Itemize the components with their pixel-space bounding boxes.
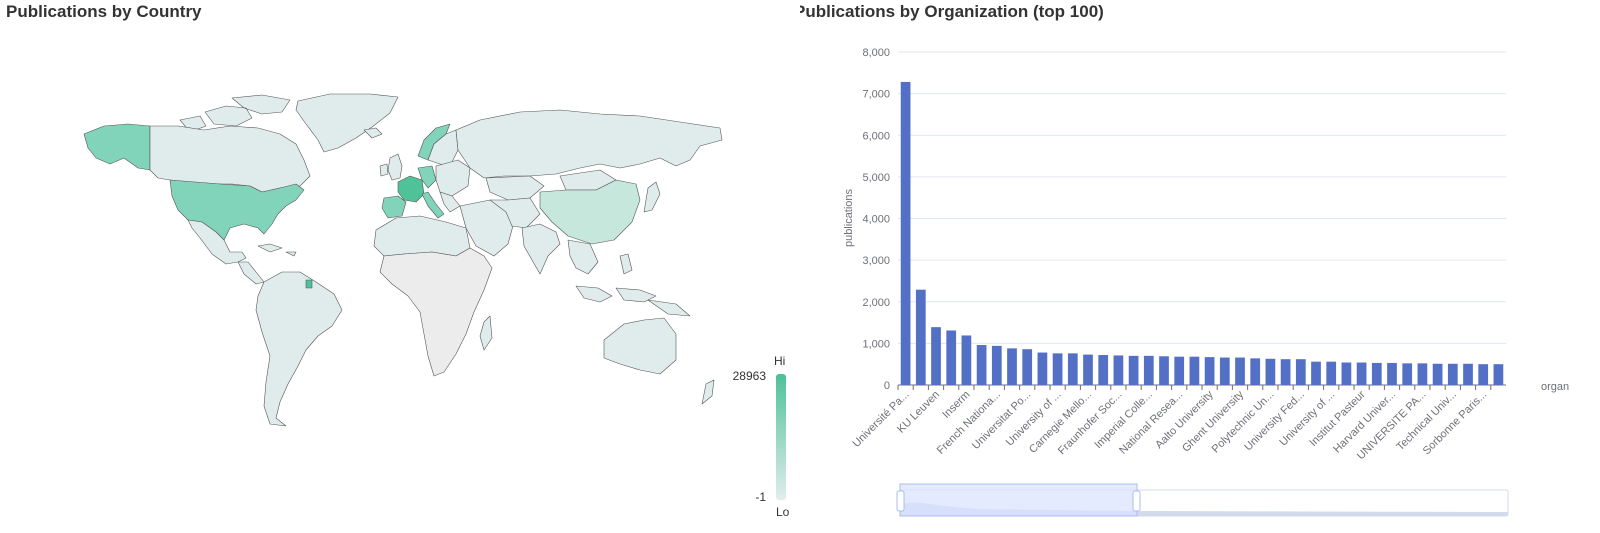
- organization-chart-panel: Publications by Organization (top 100) 0…: [800, 0, 1600, 533]
- bar[interactable]: [1493, 364, 1504, 385]
- bar[interactable]: [1143, 355, 1154, 385]
- y-axis-title: publications: [843, 188, 855, 247]
- y-tick-label: 4,000: [862, 214, 890, 226]
- bar[interactable]: [1113, 355, 1124, 385]
- bar[interactable]: [1052, 353, 1063, 385]
- southeast-asia: [567, 239, 599, 275]
- bar[interactable]: [1478, 364, 1489, 385]
- iran-afghanistan: [489, 197, 541, 229]
- bar[interactable]: [1280, 359, 1291, 385]
- greenland: [295, 93, 399, 153]
- bar[interactable]: [1341, 362, 1352, 385]
- spain: [381, 195, 407, 219]
- bar[interactable]: [1432, 363, 1443, 385]
- y-tick-label: 3,000: [862, 255, 890, 267]
- italy: [421, 191, 445, 219]
- germany: [417, 165, 437, 189]
- north-africa: [373, 215, 471, 257]
- data-zoom-window[interactable]: [899, 483, 1138, 517]
- iceland: [363, 127, 383, 139]
- bar[interactable]: [1402, 363, 1413, 385]
- bar[interactable]: [1235, 357, 1245, 385]
- china: [539, 179, 641, 245]
- australia: [603, 317, 677, 375]
- mexico: [187, 219, 247, 265]
- bar[interactable]: [1007, 348, 1017, 385]
- y-tick-label: 0: [884, 380, 890, 392]
- bar[interactable]: [1083, 354, 1093, 385]
- bar[interactable]: [1174, 356, 1185, 385]
- madagascar: [479, 315, 493, 351]
- bar[interactable]: [1159, 356, 1169, 385]
- alaska: [83, 123, 151, 171]
- bar[interactable]: [1037, 352, 1048, 385]
- france: [397, 175, 425, 203]
- south-america: [255, 271, 343, 427]
- bar[interactable]: [991, 345, 1002, 385]
- indonesia: [575, 285, 691, 317]
- visual-map-high-label: Hi: [774, 354, 785, 368]
- japan: [643, 181, 661, 213]
- ireland: [379, 163, 389, 177]
- visual-map-min-value: -1: [755, 490, 766, 504]
- data-zoom-handle-right[interactable]: [1132, 490, 1141, 512]
- bar[interactable]: [1098, 355, 1109, 385]
- bar[interactable]: [900, 81, 911, 385]
- bar[interactable]: [1447, 363, 1458, 385]
- y-tick-label: 5,000: [862, 172, 890, 184]
- x-axis-title: organ: [1541, 381, 1569, 393]
- bar[interactable]: [976, 345, 987, 385]
- french-guiana: [305, 279, 313, 289]
- visual-map-gradient[interactable]: [776, 376, 786, 498]
- bar[interactable]: [1128, 355, 1139, 385]
- bar[interactable]: [1265, 358, 1276, 385]
- visual-map-handle-bottom[interactable]: [776, 494, 786, 500]
- russia: [455, 109, 723, 179]
- bar[interactable]: [1311, 361, 1321, 385]
- caribbean: [257, 243, 297, 257]
- bar[interactable]: [1219, 357, 1230, 385]
- eastern-europe: [435, 159, 471, 197]
- y-tick-label: 1,000: [862, 338, 890, 350]
- visual-map-low-label: Lo: [776, 505, 790, 519]
- bar[interactable]: [946, 330, 957, 385]
- bar[interactable]: [1463, 363, 1473, 385]
- y-tick-label: 6,000: [862, 130, 890, 142]
- bar[interactable]: [1417, 363, 1428, 385]
- world-map: Hi 28963 -1 Lo: [83, 93, 790, 519]
- bar[interactable]: [1295, 359, 1306, 385]
- country-map-panel: Publications by Country: [6, 2, 790, 519]
- bar-chart: 0 1,000 2,000 3,000 4,000 5,000 6,000 7,000 8,00…: [843, 47, 1569, 517]
- bar[interactable]: [961, 335, 972, 385]
- y-tick-label: 8,000: [862, 47, 890, 59]
- bar[interactable]: [931, 327, 941, 385]
- bar[interactable]: [915, 289, 926, 385]
- united-kingdom: [387, 153, 403, 181]
- india: [521, 223, 561, 275]
- bar[interactable]: [1250, 358, 1261, 385]
- bar[interactable]: [1067, 353, 1078, 385]
- central-america: [237, 261, 265, 285]
- map-title: Publications by Country: [6, 2, 202, 21]
- new-zealand: [701, 379, 715, 405]
- philippines: [619, 253, 633, 275]
- y-tick-label: 2,000: [862, 297, 890, 309]
- data-zoom-handle-left[interactable]: [896, 490, 905, 512]
- sub-saharan-africa: [379, 247, 493, 377]
- bar-chart-title: Publications by Organization (top 100): [800, 2, 1104, 21]
- balkans: [439, 191, 461, 213]
- bar[interactable]: [1356, 362, 1367, 385]
- visual-map-max-value: 28963: [733, 369, 767, 383]
- bar[interactable]: [1371, 362, 1382, 385]
- bar[interactable]: [1387, 362, 1397, 385]
- visual-map-handle-top[interactable]: [776, 374, 786, 380]
- y-tick-label: 7,000: [862, 89, 890, 101]
- bar[interactable]: [1326, 361, 1337, 385]
- bar[interactable]: [1189, 356, 1200, 385]
- kazakhstan: [485, 175, 545, 201]
- united-states: [169, 179, 305, 241]
- bar[interactable]: [1204, 357, 1215, 385]
- bar[interactable]: [1022, 349, 1033, 385]
